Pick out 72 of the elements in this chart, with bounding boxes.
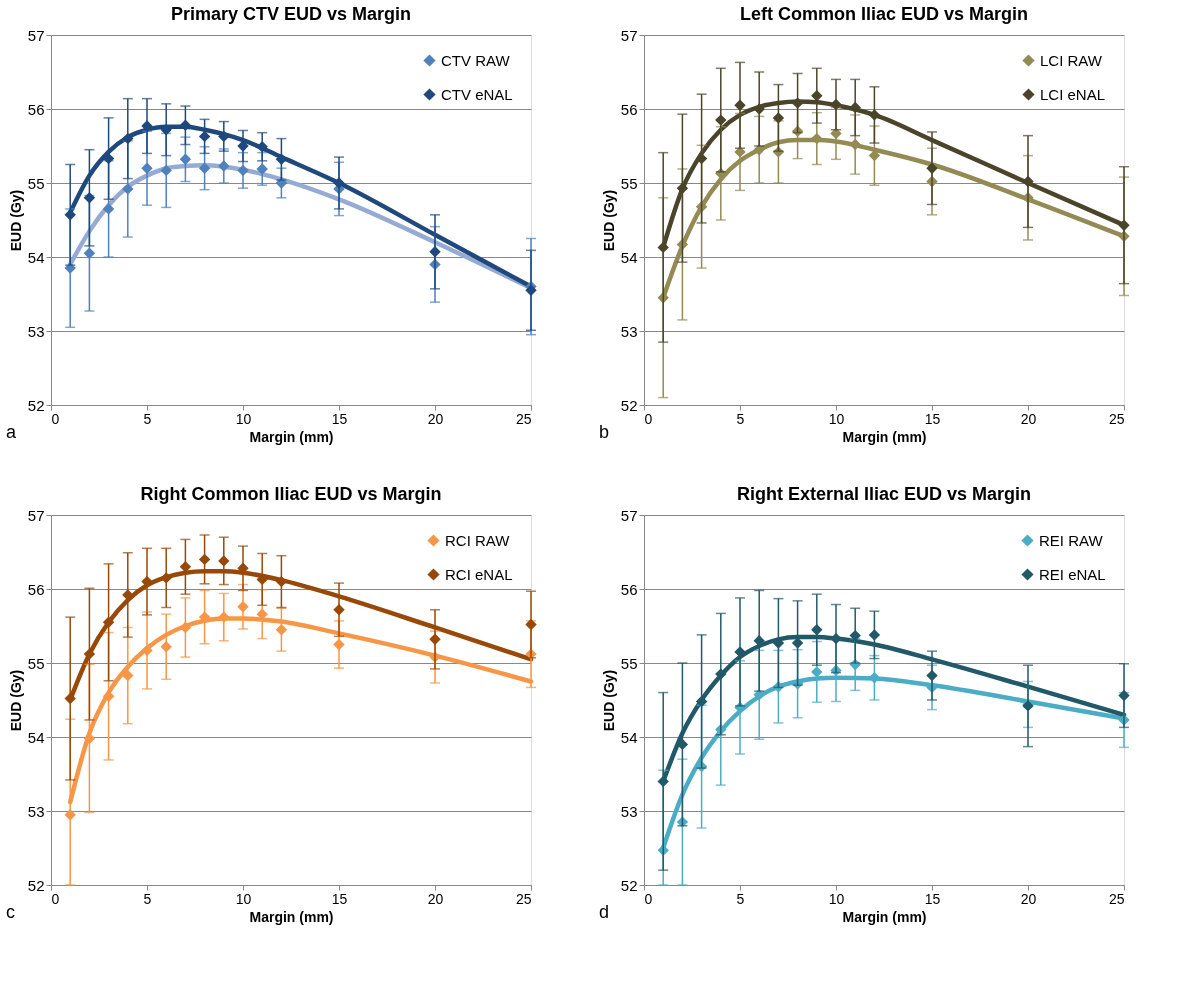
- y-tick-label: 55: [620, 174, 638, 192]
- x-tick-label: 15: [924, 890, 941, 907]
- x-tick-label: 10: [828, 410, 845, 427]
- x-axis-title: Margin (mm): [249, 428, 334, 445]
- x-tick-label: 25: [1108, 890, 1125, 907]
- x-tick-label: 5: [736, 890, 745, 907]
- y-axis-title: EUD (Gy): [7, 669, 24, 732]
- y-tick-label: 54: [620, 728, 638, 746]
- y-axis-title: EUD (Gy): [600, 669, 617, 732]
- y-tick-label: 53: [620, 322, 638, 340]
- chart-title: Left Common Iliac EUD vs Margin: [739, 4, 1029, 24]
- text: b: [599, 422, 610, 442]
- legend-label: RCI eNAL: [445, 565, 513, 583]
- x-axis-title: Margin (mm): [842, 908, 927, 925]
- chart-title: Primary CTV EUD vs Margin: [170, 4, 412, 24]
- legend-label: REI eNAL: [1039, 565, 1106, 583]
- legend-label: LCI RAW: [1040, 51, 1103, 69]
- x-tick-label: 5: [143, 890, 152, 907]
- legend-label: CTV eNAL: [441, 85, 513, 103]
- x-tick-label: 10: [828, 890, 845, 907]
- x-tick-label: 5: [736, 410, 745, 427]
- legend-label: CTV RAW: [441, 51, 511, 69]
- y-tick-label: 55: [620, 654, 638, 672]
- y-tick-label: 55: [27, 174, 45, 192]
- x-axis-title: Margin (mm): [842, 428, 927, 445]
- x-axis-title: Margin (mm): [249, 908, 334, 925]
- y-tick-label: 53: [27, 802, 45, 820]
- y-tick-label: 56: [27, 100, 45, 118]
- x-tick-label: 15: [924, 410, 941, 427]
- x-tick-label: 10: [235, 410, 252, 427]
- text: d: [599, 902, 610, 922]
- x-tick-label: 10: [235, 890, 252, 907]
- x-tick-label: 15: [331, 890, 348, 907]
- x-tick-label: 20: [427, 890, 444, 907]
- x-tick-label: 25: [515, 410, 532, 427]
- text: c: [6, 902, 15, 922]
- x-tick-label: 20: [1020, 410, 1037, 427]
- y-tick-label: 54: [27, 248, 45, 266]
- legend-label: REI RAW: [1039, 531, 1104, 549]
- x-tick-label: 20: [1020, 890, 1037, 907]
- y-tick-label: 53: [620, 802, 638, 820]
- x-tick-label: 15: [331, 410, 348, 427]
- y-tick-label: 56: [27, 580, 45, 598]
- y-tick-label: 52: [620, 396, 638, 414]
- x-tick-label: 5: [143, 410, 152, 427]
- chart-title: Right Common Iliac EUD vs Margin: [140, 484, 442, 504]
- x-tick-label: 0: [51, 410, 60, 427]
- x-tick-label: 25: [515, 890, 532, 907]
- y-tick-label: 55: [27, 654, 45, 672]
- x-tick-label: 20: [427, 410, 444, 427]
- x-tick-label: 0: [644, 890, 653, 907]
- x-tick-label: 0: [644, 410, 653, 427]
- y-tick-label: 57: [27, 506, 45, 524]
- y-tick-label: 52: [620, 876, 638, 894]
- x-tick-label: 25: [1108, 410, 1125, 427]
- y-tick-label: 53: [27, 322, 45, 340]
- y-tick-label: 56: [620, 100, 638, 118]
- y-tick-label: 54: [620, 248, 638, 266]
- y-tick-label: 56: [620, 580, 638, 598]
- legend-label: RCI RAW: [445, 531, 511, 549]
- text: a: [6, 422, 17, 442]
- y-axis-title: EUD (Gy): [7, 189, 24, 252]
- chart-title: Right External Iliac EUD vs Margin: [736, 484, 1032, 504]
- legend-label: LCI eNAL: [1040, 85, 1106, 103]
- y-tick-label: 52: [27, 876, 45, 894]
- y-tick-label: 57: [620, 26, 638, 44]
- y-tick-label: 54: [27, 728, 45, 746]
- y-tick-label: 57: [620, 506, 638, 524]
- y-axis-title: EUD (Gy): [600, 189, 617, 252]
- x-tick-label: 0: [51, 890, 60, 907]
- y-tick-label: 52: [27, 396, 45, 414]
- y-tick-label: 57: [27, 26, 45, 44]
